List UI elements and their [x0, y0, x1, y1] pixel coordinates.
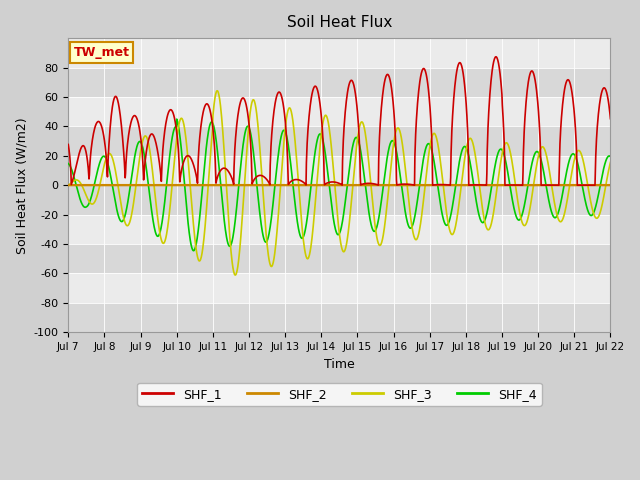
Bar: [68, 303, 611, 332]
Bar: [68, 244, 611, 274]
Bar: [68, 38, 611, 68]
Bar: [68, 185, 611, 215]
Bar: [68, 274, 611, 303]
Text: TW_met: TW_met: [74, 46, 130, 59]
Bar: [68, 68, 611, 97]
X-axis label: Time: Time: [324, 358, 355, 371]
Bar: [68, 215, 611, 244]
Bar: [68, 126, 611, 156]
Title: Soil Heat Flux: Soil Heat Flux: [287, 15, 392, 30]
Y-axis label: Soil Heat Flux (W/m2): Soil Heat Flux (W/m2): [15, 117, 28, 253]
Legend: SHF_1, SHF_2, SHF_3, SHF_4: SHF_1, SHF_2, SHF_3, SHF_4: [137, 383, 541, 406]
Bar: [68, 156, 611, 185]
Bar: [68, 97, 611, 126]
